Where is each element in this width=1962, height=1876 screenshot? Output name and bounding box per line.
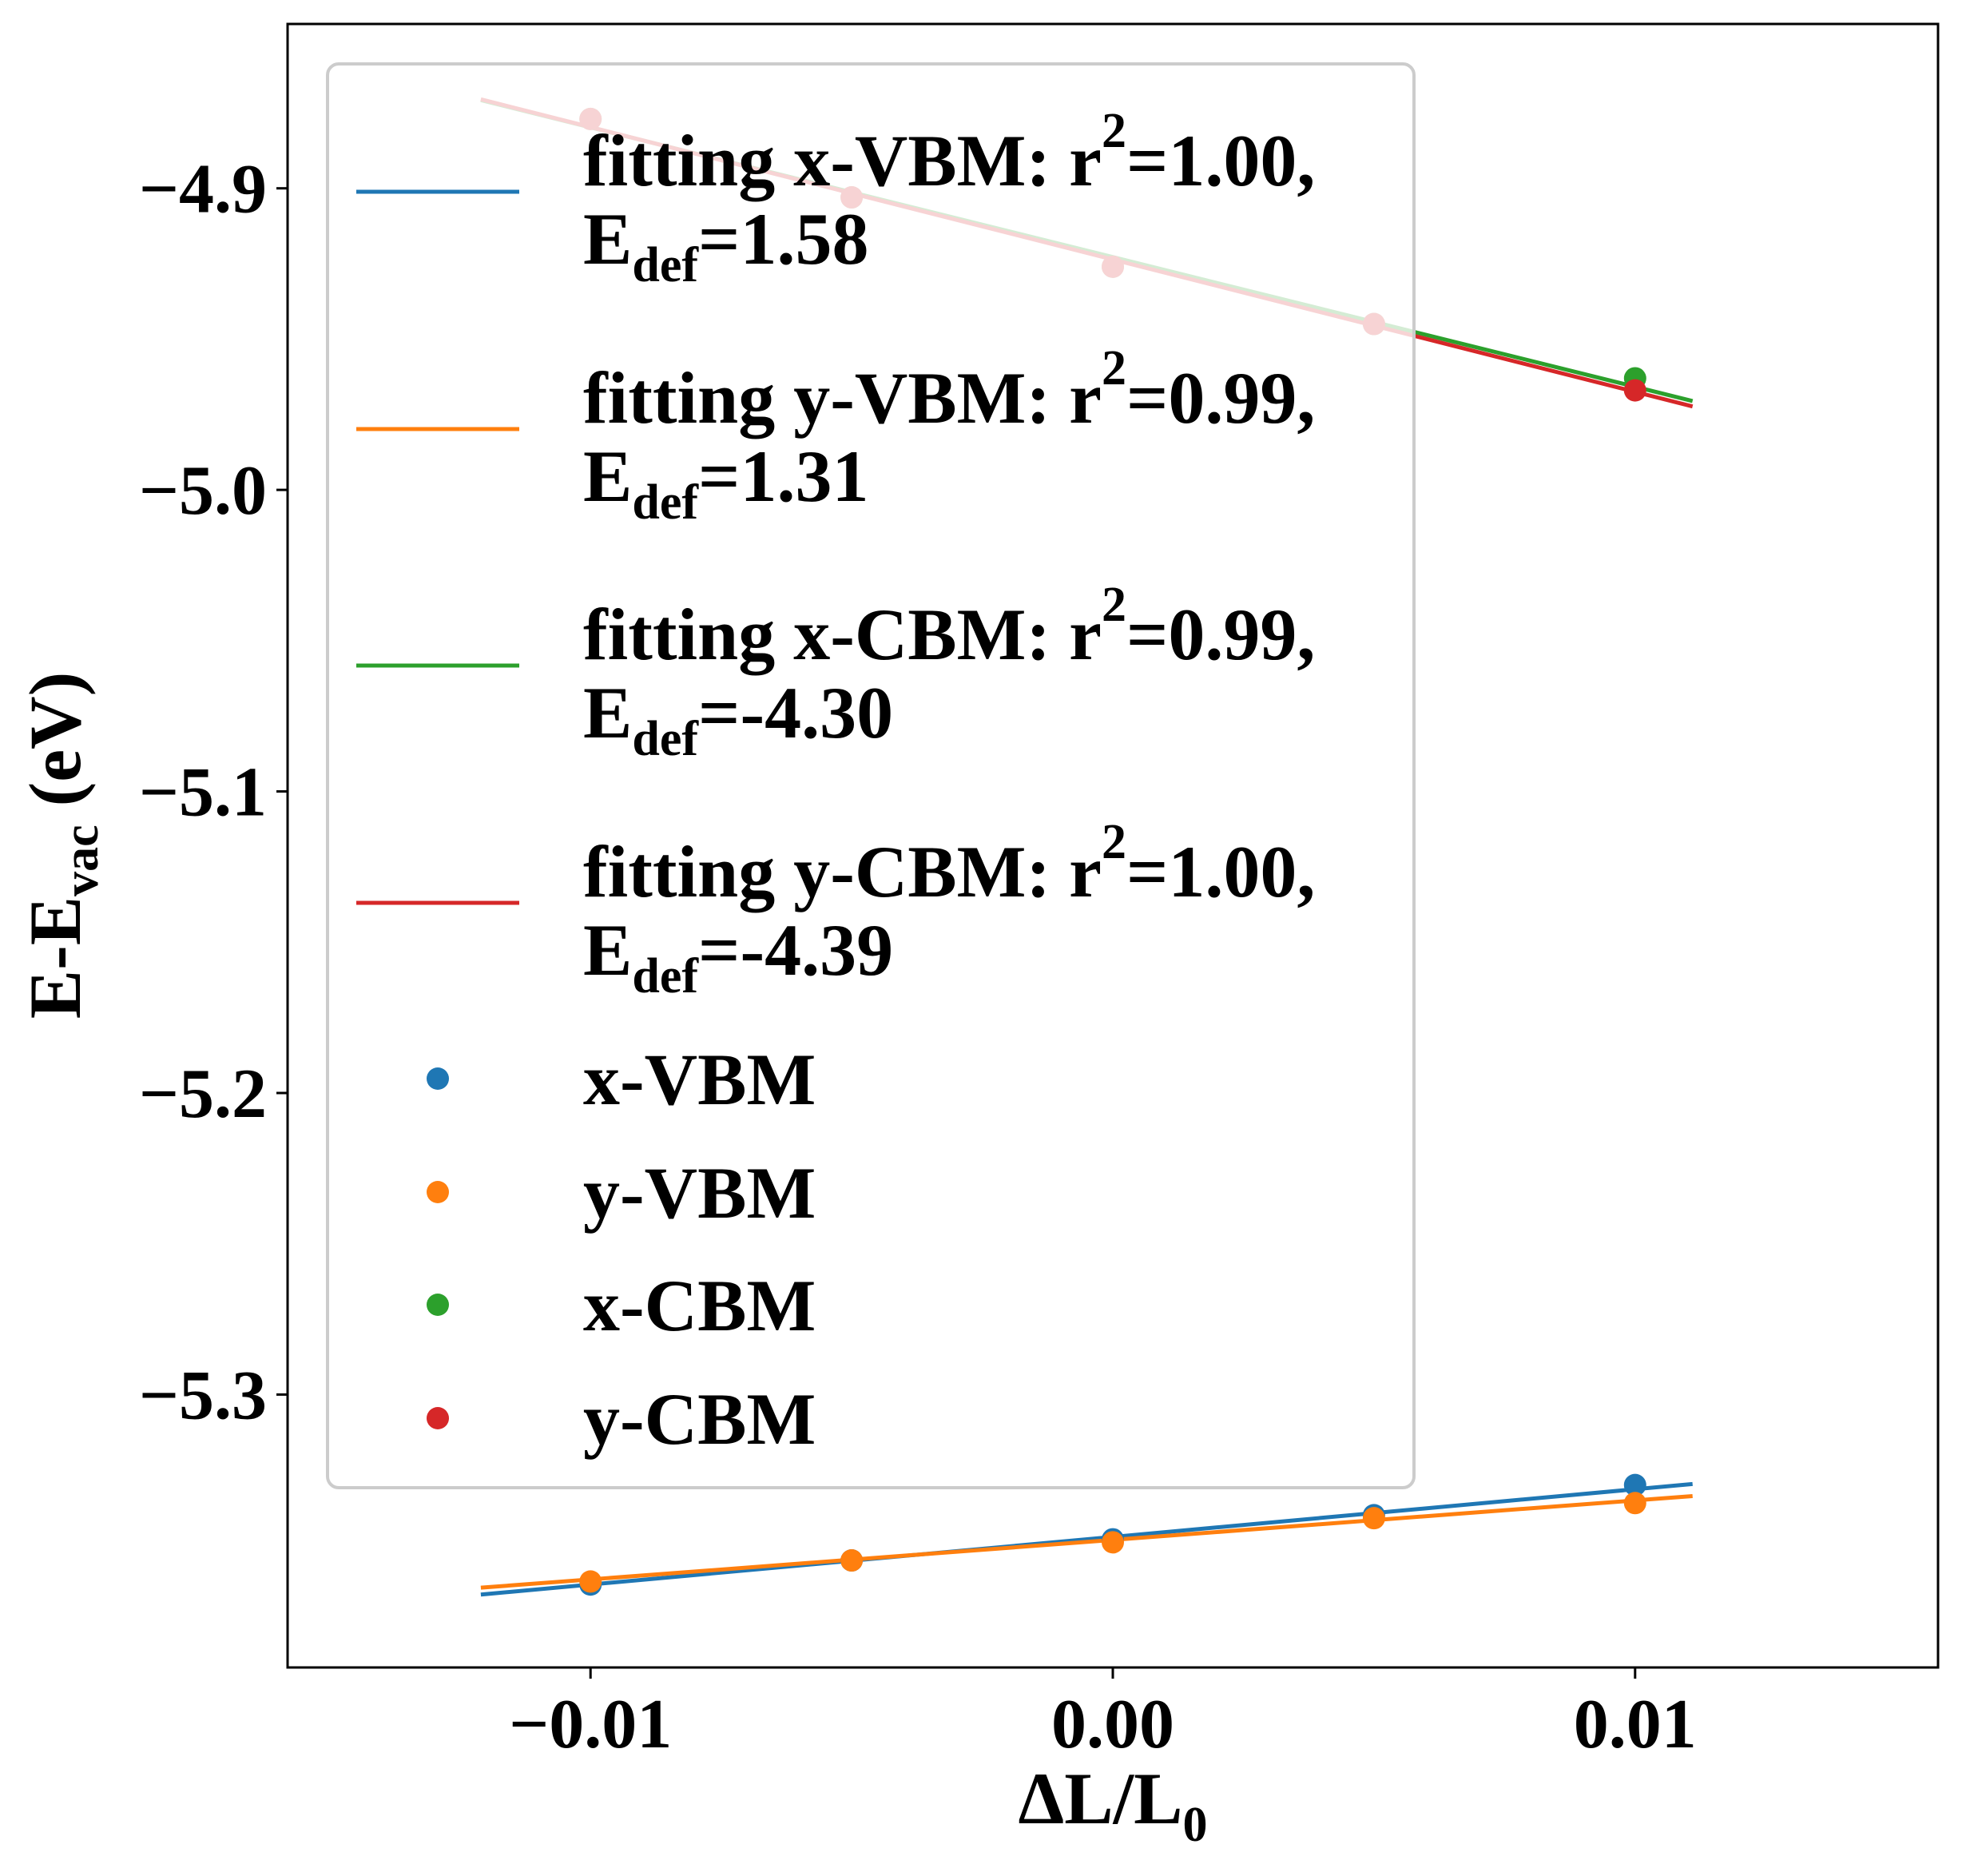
legend-label-line1: fitting x-CBM: r2=0.99,	[583, 578, 1315, 675]
y-tick-label: −4.9	[139, 151, 267, 229]
legend-label-line1: fitting y-CBM: r2=1.00,	[583, 815, 1315, 912]
y-axis-title: E-Evac (eV)	[14, 672, 109, 1019]
legend-entry-y-VBM: y-VBM	[427, 1152, 816, 1234]
legend-marker	[427, 1407, 449, 1429]
y-tick-label: −5.3	[139, 1357, 267, 1434]
legend-label: x-VBM	[583, 1039, 816, 1120]
legend: fitting x-VBM: r2=1.00,Edef=1.58fitting …	[326, 62, 1416, 1489]
legend-entry-x-CBM: x-CBM	[427, 1265, 816, 1346]
x-tick-label: 0.00	[1051, 1686, 1174, 1763]
legend-entry-fit-x-VBM: fitting x-VBM: r2=1.00,Edef=1.58	[356, 104, 1315, 292]
data-point-y-VBM	[1102, 1531, 1124, 1554]
legend-label: y-VBM	[583, 1152, 816, 1234]
x-axis: −0.01 0.00 0.01	[509, 1667, 1697, 1763]
legend-label-line1: fitting x-VBM: r2=1.00,	[583, 104, 1315, 201]
legend-marker	[427, 1294, 449, 1316]
data-point-y-VBM	[1623, 1492, 1646, 1515]
y-axis: −4.9 −5.0 −5.1 −5.2 −5.3	[139, 151, 288, 1434]
legend-label: x-CBM	[583, 1265, 816, 1346]
legend-label-line2: Edef=-4.39	[583, 909, 893, 1004]
legend-entry-y-CBM: y-CBM	[427, 1378, 816, 1460]
legend-entry-fit-y-VBM: fitting y-VBM: r2=0.99,Edef=1.31	[356, 341, 1315, 530]
y-tick-label: −5.0	[139, 452, 267, 530]
fit-line-y-VBM	[480, 1493, 1693, 1590]
data-point-y-CBM	[1623, 379, 1646, 402]
legend-label: y-CBM	[583, 1378, 816, 1460]
legend-entry-x-VBM: x-VBM	[427, 1039, 816, 1120]
legend-label-line2: Edef=-4.30	[583, 672, 893, 766]
x-tick-label: 0.01	[1574, 1686, 1697, 1763]
data-point-y-VBM	[840, 1549, 864, 1572]
y-tick-label: −5.1	[139, 754, 267, 832]
data-point-y-VBM	[1362, 1507, 1385, 1530]
legend-label-line2: Edef=1.31	[583, 435, 868, 530]
legend-marker	[427, 1181, 449, 1203]
fit-line-x-VBM	[480, 1481, 1693, 1597]
legend-box	[326, 62, 1416, 1489]
x-tick-label: −0.01	[509, 1686, 672, 1763]
legend-label-line1: fitting y-VBM: r2=0.99,	[583, 341, 1315, 439]
y-tick-label: −5.2	[139, 1055, 267, 1133]
legend-label-line2: Edef=1.58	[583, 198, 868, 292]
data-point-y-VBM	[579, 1570, 602, 1593]
legend-entry-fit-x-CBM: fitting x-CBM: r2=0.99,Edef=-4.30	[356, 578, 1315, 766]
x-axis-title: ΔL/L0	[1019, 1758, 1208, 1852]
legend-entry-fit-y-CBM: fitting y-CBM: r2=1.00,Edef=-4.39	[356, 815, 1315, 1004]
data-point-x-VBM	[1623, 1473, 1646, 1496]
legend-marker	[427, 1067, 449, 1090]
